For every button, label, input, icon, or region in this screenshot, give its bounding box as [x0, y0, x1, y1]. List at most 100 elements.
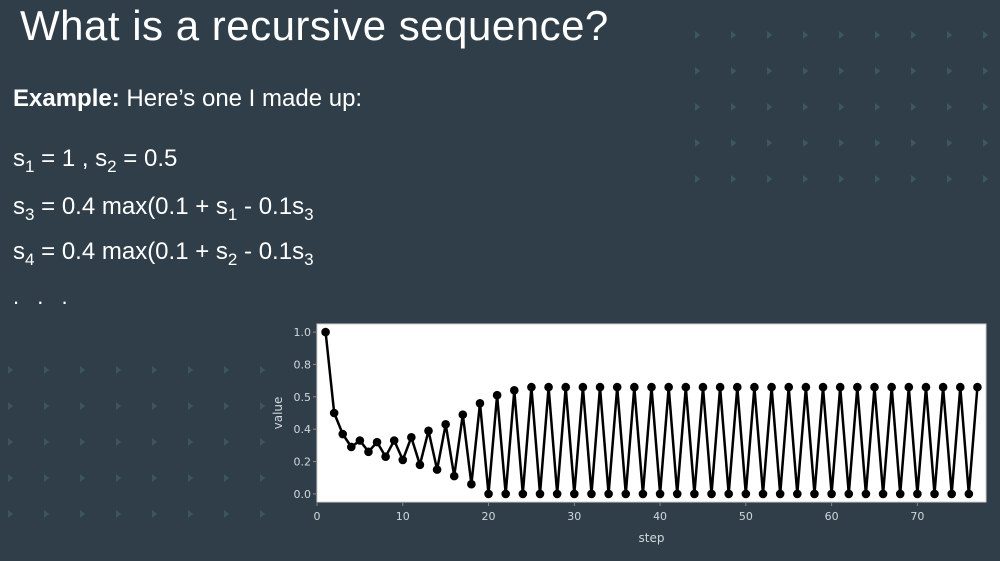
pattern-triangle — [152, 366, 158, 374]
data-point — [853, 382, 862, 392]
pattern-triangle — [803, 103, 809, 111]
pattern-triangle — [731, 103, 737, 111]
x-axis-label: step — [639, 531, 665, 545]
pattern-triangle — [911, 67, 917, 75]
data-point — [913, 489, 922, 499]
data-point — [698, 382, 708, 392]
pattern-triangle — [839, 139, 845, 147]
pattern-triangle — [224, 510, 230, 518]
plot-area — [316, 323, 987, 503]
pattern-triangle — [983, 139, 989, 147]
pattern-triangle — [911, 139, 917, 147]
pattern-triangle — [731, 31, 737, 39]
data-point — [921, 382, 931, 392]
data-point — [681, 382, 691, 392]
data-point — [973, 382, 982, 392]
data-point — [750, 382, 759, 392]
slide-title: What is a recursive sequence? — [20, 2, 609, 49]
data-point — [372, 437, 382, 447]
data-point — [870, 382, 879, 392]
pattern-triangle — [911, 175, 917, 183]
data-point — [398, 455, 408, 465]
pattern-triangle — [80, 438, 86, 446]
pattern-triangle — [224, 366, 230, 374]
data-point — [938, 382, 948, 392]
equation-s3: s3 = 0.4 max(0.1 + s1 - 0.1s3 — [13, 193, 314, 224]
data-point — [810, 489, 819, 499]
x-tick-label: 50 — [739, 510, 753, 523]
pattern-triangle — [875, 139, 881, 147]
data-point — [690, 489, 699, 499]
example-label: Example: — [13, 85, 120, 112]
pattern-triangle — [188, 402, 194, 410]
data-point — [552, 489, 562, 499]
data-point — [801, 382, 811, 392]
data-point — [630, 382, 639, 392]
data-point — [638, 489, 648, 499]
data-point — [347, 442, 356, 452]
data-point — [784, 382, 794, 392]
pattern-triangle — [8, 474, 14, 482]
pattern-triangle — [731, 139, 737, 147]
equation-s4: s4 = 0.4 max(0.1 + s2 - 0.1s3 — [13, 238, 314, 269]
data-point — [509, 386, 519, 395]
pattern-triangle — [260, 402, 266, 410]
pattern-triangle — [116, 366, 122, 374]
pattern-triangle — [80, 402, 86, 410]
pattern-triangle — [875, 175, 881, 183]
data-point — [647, 382, 656, 392]
data-point — [501, 489, 510, 499]
chart-svg: 0.0 0.2 0.4 0.5 0.8 1.0 0 10 20 30 40 50 60 70 step val… — [271, 323, 987, 545]
data-point — [449, 471, 459, 481]
pattern-triangle — [983, 175, 989, 183]
pattern-triangle — [839, 31, 845, 39]
y-tick-label: 0.2 — [294, 456, 312, 469]
pattern-triangle — [152, 438, 158, 446]
pattern-triangle — [875, 67, 881, 75]
data-point — [595, 382, 605, 392]
data-point — [861, 489, 871, 499]
pattern-triangle — [767, 103, 773, 111]
data-point — [664, 382, 673, 392]
data-point — [432, 465, 442, 474]
data-point — [407, 432, 416, 442]
pattern-triangle — [911, 31, 917, 39]
data-point — [484, 489, 493, 499]
pattern-triangle — [803, 31, 809, 39]
data-point — [707, 489, 716, 499]
data-point — [441, 420, 450, 429]
data-point — [621, 489, 631, 499]
data-point — [544, 382, 553, 392]
x-tick-label: 20 — [482, 510, 496, 523]
pattern-triangle — [260, 474, 266, 482]
pattern-triangle — [695, 67, 701, 75]
data-point — [895, 489, 905, 499]
data-point — [475, 398, 485, 408]
pattern-triangle — [695, 175, 701, 183]
pattern-triangle — [8, 366, 14, 374]
y-axis-label: value — [271, 397, 285, 430]
pattern-triangle — [188, 510, 194, 518]
data-point — [793, 489, 802, 499]
data-point — [878, 489, 888, 499]
pattern-triangle — [80, 510, 86, 518]
data-point — [904, 382, 914, 392]
data-point — [364, 447, 373, 457]
data-point — [741, 489, 751, 499]
pattern-triangle — [80, 474, 86, 482]
data-point — [767, 382, 776, 392]
pattern-triangle — [260, 438, 266, 446]
data-point — [424, 426, 433, 436]
y-tick-label: 1.0 — [294, 326, 312, 339]
pattern-triangle — [44, 366, 50, 374]
pattern-triangle — [875, 31, 881, 39]
pattern-triangle — [947, 67, 953, 75]
data-point — [570, 489, 579, 499]
pattern-triangle — [44, 474, 50, 482]
data-point — [827, 489, 836, 499]
x-tick-label: 10 — [396, 510, 410, 523]
pattern-triangle — [44, 510, 50, 518]
pattern-triangle — [152, 474, 158, 482]
pattern-triangle — [767, 31, 773, 39]
pattern-triangle — [8, 510, 14, 518]
